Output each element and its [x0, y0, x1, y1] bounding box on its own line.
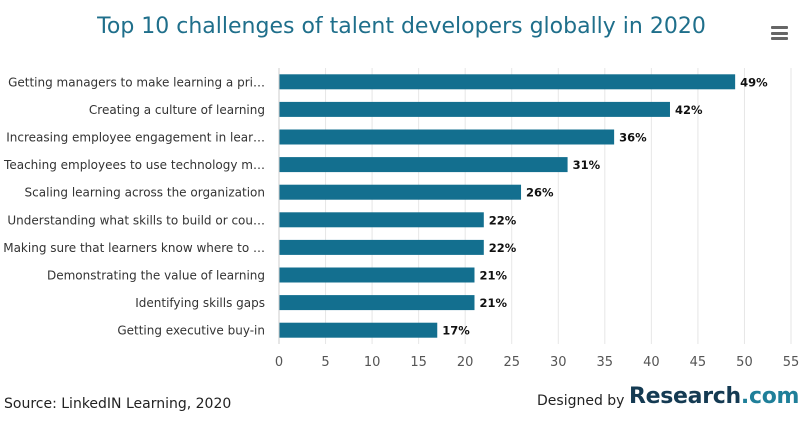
chart-title: Top 10 challenges of talent developers g… — [97, 14, 706, 39]
x-tick-label: 55 — [783, 355, 800, 370]
data-label: 17% — [442, 324, 470, 338]
x-tick-label: 20 — [457, 355, 474, 370]
designed-by-label: Designed by — [537, 393, 625, 409]
category-label: Teaching employees to use technology m… — [3, 158, 265, 172]
category-label: Creating a culture of learning — [89, 103, 265, 117]
hamburger-menu-icon[interactable] — [771, 26, 788, 40]
category-label: Making sure that learners know where to … — [3, 241, 265, 255]
bar[interactable] — [279, 129, 615, 145]
category-label: Identifying skills gaps — [135, 296, 265, 310]
x-tick-label: 40 — [643, 355, 660, 370]
bar[interactable] — [279, 267, 475, 283]
x-tick-label: 25 — [503, 355, 520, 370]
bar[interactable] — [279, 322, 438, 338]
brand-logo[interactable]: Research.com — [629, 384, 799, 409]
category-label: Understanding what skills to build or co… — [7, 213, 265, 227]
bar[interactable] — [279, 295, 475, 311]
source-note: Source: LinkedIN Learning, 2020 — [4, 396, 232, 412]
category-label: Demonstrating the value of learning — [47, 269, 265, 283]
data-label: 31% — [573, 158, 601, 172]
x-tick-label: 45 — [690, 355, 707, 370]
x-tick-label: 5 — [321, 355, 329, 370]
bar[interactable] — [279, 184, 522, 200]
category-label: Getting executive buy-in — [117, 324, 265, 338]
data-label: 22% — [489, 241, 517, 255]
x-tick-label: 15 — [410, 355, 427, 370]
bar[interactable] — [279, 239, 484, 255]
bar[interactable] — [279, 101, 670, 117]
bar[interactable] — [279, 74, 736, 90]
x-tick-label: 10 — [364, 355, 381, 370]
x-tick-label: 30 — [550, 355, 567, 370]
data-label: 22% — [489, 213, 517, 227]
category-label: Increasing employee engagement in lear… — [6, 131, 265, 145]
data-label: 42% — [675, 103, 703, 117]
category-label: Scaling learning across the organization — [25, 186, 265, 200]
x-tick-label: 0 — [275, 355, 283, 370]
bar[interactable] — [279, 212, 484, 228]
bar[interactable] — [279, 157, 568, 173]
x-tick-label: 35 — [597, 355, 614, 370]
brand-suffix: .com — [740, 384, 800, 409]
category-label: Getting managers to make learning a pri… — [8, 75, 265, 89]
brand-name: Research — [629, 384, 741, 409]
data-label: 21% — [479, 296, 507, 310]
data-label: 36% — [619, 131, 647, 145]
data-label: 21% — [479, 269, 507, 283]
data-label: 49% — [740, 75, 768, 89]
x-tick-label: 50 — [736, 355, 753, 370]
data-label: 26% — [526, 186, 554, 200]
